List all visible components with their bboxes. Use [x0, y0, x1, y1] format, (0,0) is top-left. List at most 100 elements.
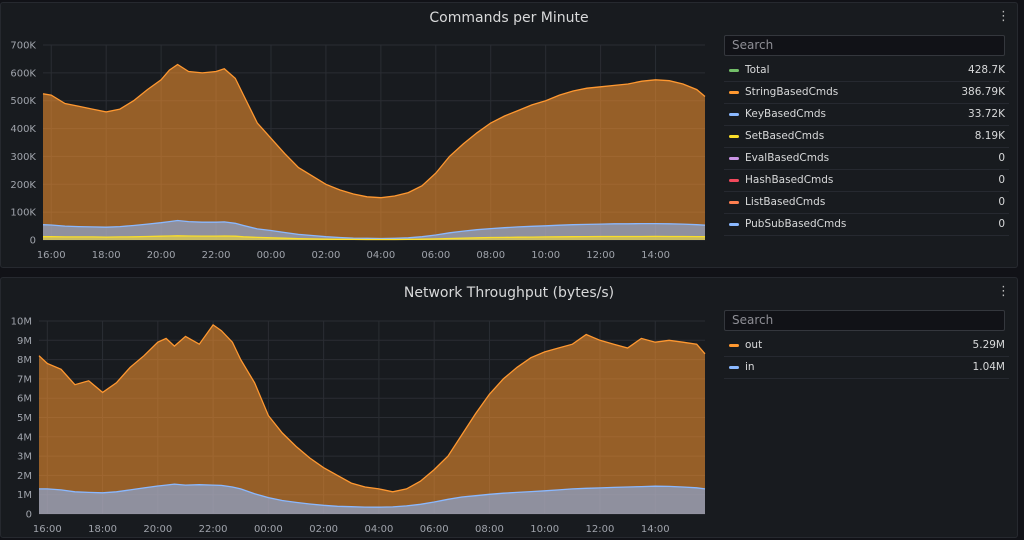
legend: Total 428.7K StringBasedCmds 386.79K KeyBase…: [724, 34, 1009, 236]
x-tick-label: 18:00: [92, 250, 121, 261]
legend-item[interactable]: ListBasedCmds 0: [724, 192, 1009, 214]
panel-title: Network Throughput (bytes/s): [403, 285, 615, 301]
y-tick-label: 400K: [10, 124, 36, 135]
legend-swatch: [729, 90, 739, 94]
x-tick-label: 00:00: [257, 250, 286, 261]
y-tick-label: 10M: [11, 317, 32, 328]
series-line-KeyBasedCmds: [42, 219, 706, 240]
x-tick-label: 04:00: [364, 524, 393, 535]
legend-series-value: 33.72K: [968, 108, 1005, 120]
y-tick-label: 9M: [17, 336, 32, 347]
y-tick-label: 200K: [10, 180, 36, 191]
x-tick-label: 08:00: [476, 250, 505, 261]
y-tick-label: 4M: [17, 432, 32, 443]
x-tick-label: 16:00: [33, 524, 62, 535]
x-tick-label: 10:00: [531, 250, 560, 261]
x-tick-label: 04:00: [366, 250, 395, 261]
x-tick-label: 18:00: [88, 524, 117, 535]
x-tick-label: 16:00: [37, 250, 66, 261]
legend-series-value: 386.79K: [961, 86, 1005, 98]
series-area-out: [39, 324, 705, 514]
y-tick-label: 600K: [10, 68, 36, 79]
y-tick-label: 3M: [17, 452, 32, 463]
legend-series-value: 1.04M: [972, 361, 1005, 373]
series-line-in: [39, 483, 706, 508]
y-tick-label: 700K: [10, 41, 36, 52]
x-tick-label: 22:00: [202, 250, 231, 261]
x-tick-label: 20:00: [143, 524, 172, 535]
legend-series-name: KeyBasedCmds: [745, 108, 826, 120]
legend-swatch: [729, 112, 739, 116]
legend-item[interactable]: HashBasedCmds 0: [724, 170, 1009, 192]
legend-swatch: [729, 222, 739, 226]
legend-search-input[interactable]: [724, 34, 1005, 56]
legend-swatch: [729, 68, 739, 72]
y-tick-label: 300K: [10, 152, 36, 163]
legend-item[interactable]: out 5.29M: [724, 335, 1009, 357]
x-tick-label: 00:00: [254, 524, 283, 535]
legend-series-name: PubSubBasedCmds: [745, 218, 847, 230]
y-tick-label: 5M: [17, 413, 32, 424]
legend-list: out 5.29M in 1.04M: [724, 335, 1009, 379]
y-tick-label: 6M: [17, 394, 32, 405]
legend: out 5.29M in 1.04M: [724, 309, 1009, 379]
series-area-SetBasedCmds: [43, 235, 705, 240]
legend-item[interactable]: PubSubBasedCmds 0: [724, 214, 1009, 236]
legend-series-value: 5.29M: [972, 339, 1005, 351]
x-tick-label: 06:00: [421, 250, 450, 261]
legend-item[interactable]: StringBasedCmds 386.79K: [724, 82, 1009, 104]
legend-series-name: in: [745, 361, 755, 373]
legend-swatch: [729, 134, 739, 138]
x-tick-label: 12:00: [586, 524, 615, 535]
x-tick-label: 08:00: [475, 524, 504, 535]
panel-menu-icon[interactable]: ⋮: [997, 9, 1010, 24]
x-tick-label: 02:00: [309, 524, 338, 535]
legend-series-name: HashBasedCmds: [745, 174, 834, 186]
series-line-StringBasedCmds: [42, 63, 706, 199]
network-chart[interactable]: 0 1M 2M 3M 4M 5M 6M 7M 8M 9M 10M 16:00 18:00 20:00 22:…: [1, 278, 713, 539]
y-tick-label: 0: [30, 236, 36, 247]
y-tick-label: 7M: [17, 374, 32, 385]
series-area-StringBasedCmds: [43, 64, 705, 240]
x-tick-label: 02:00: [312, 250, 341, 261]
legend-swatch: [729, 365, 739, 369]
legend-series-value: 8.19K: [974, 130, 1005, 142]
x-tick-label: 20:00: [147, 250, 176, 261]
x-tick-label: 22:00: [199, 524, 228, 535]
legend-swatch: [729, 343, 739, 347]
legend-series-name: out: [745, 339, 763, 351]
legend-series-name: SetBasedCmds: [745, 130, 825, 142]
legend-series-name: StringBasedCmds: [745, 86, 839, 98]
network-panel: Network Throughput (bytes/s) ⋮ 0 1M 2M 3M 4M…: [0, 277, 1018, 538]
y-tick-label: 8M: [17, 355, 32, 366]
commands-panel: Commands per Minute ⋮ 0 100K 200K 300K 400K 5…: [0, 2, 1018, 268]
panel-title: Commands per Minute: [429, 10, 589, 26]
legend-item[interactable]: EvalBasedCmds 0: [724, 148, 1009, 170]
legend-series-value: 428.7K: [968, 64, 1005, 76]
legend-series-value: 0: [998, 152, 1005, 164]
legend-item[interactable]: Total 428.7K: [724, 60, 1009, 82]
legend-item[interactable]: KeyBasedCmds 33.72K: [724, 104, 1009, 126]
x-tick-label: 06:00: [420, 524, 449, 535]
legend-series-name: Total: [745, 64, 770, 76]
legend-series-value: 0: [998, 218, 1005, 230]
legend-item[interactable]: SetBasedCmds 8.19K: [724, 126, 1009, 148]
commands-chart[interactable]: 0 100K 200K 300K 400K 500K 600K 700K 16:00 18:00 2…: [1, 3, 713, 269]
x-tick-label: 14:00: [641, 524, 670, 535]
legend-series-value: 0: [998, 174, 1005, 186]
legend-item[interactable]: in 1.04M: [724, 357, 1009, 379]
legend-list: Total 428.7K StringBasedCmds 386.79K KeyBase…: [724, 60, 1009, 236]
x-tick-label: 14:00: [641, 250, 670, 261]
panel-menu-icon[interactable]: ⋮: [997, 284, 1010, 299]
legend-series-value: 0: [998, 196, 1005, 208]
legend-swatch: [729, 156, 739, 160]
y-tick-label: 0: [26, 510, 32, 521]
series-line-SetBasedCmds: [43, 235, 706, 241]
x-tick-label: 12:00: [586, 250, 615, 261]
series-line-out: [38, 323, 706, 493]
series-area-KeyBasedCmds: [43, 220, 705, 240]
legend-search-input[interactable]: [724, 309, 1005, 331]
x-tick-label: 10:00: [530, 524, 559, 535]
y-tick-label: 2M: [17, 471, 32, 482]
y-tick-label: 100K: [10, 208, 36, 219]
